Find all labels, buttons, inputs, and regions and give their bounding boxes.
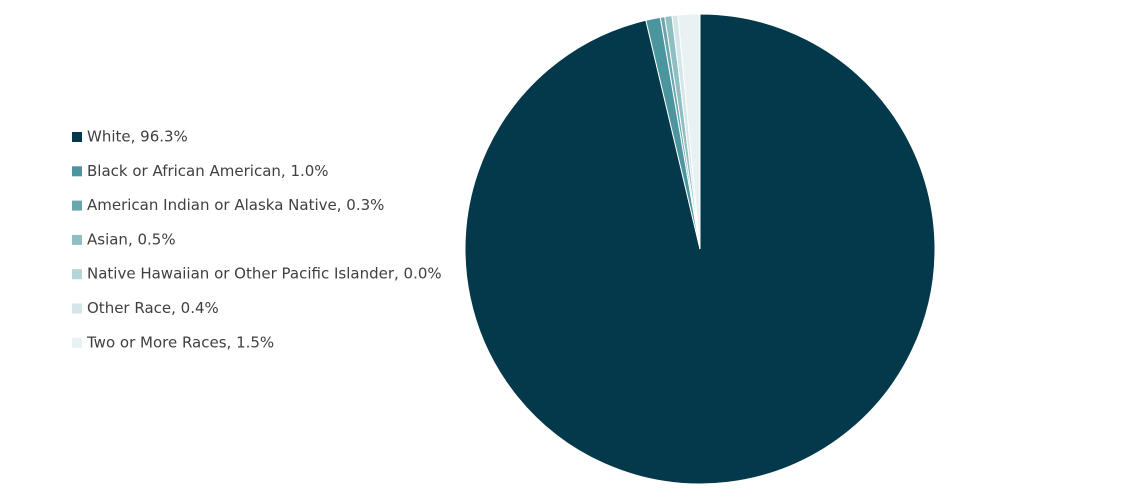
legend-label: Native Hawaiian or Other Pacific Islande… (87, 265, 442, 283)
legend-swatch (72, 269, 82, 280)
legend-swatch (72, 234, 82, 245)
pie-slice (677, 13, 701, 250)
legend-swatch (72, 200, 82, 211)
legend-label: White, 96.3% (87, 128, 188, 146)
legend-swatch (72, 303, 82, 314)
legend-label: Black or African American, 1.0% (87, 162, 329, 180)
legend-label: Asian, 0.5% (87, 230, 176, 248)
legend-label: Other Race, 0.4% (87, 299, 219, 317)
legend-swatch (72, 166, 82, 177)
legend-swatch (72, 132, 82, 142)
legend-swatch (72, 337, 82, 348)
legend-label: American Indian or Alaska Native, 0.3% (87, 196, 384, 214)
legend-label: Two or More Races, 1.5% (86, 333, 274, 351)
